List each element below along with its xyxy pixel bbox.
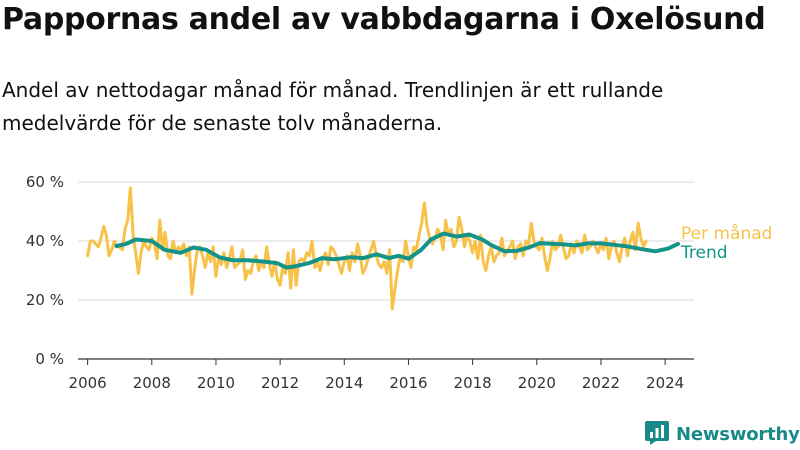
x-tick-label: 2024: [646, 374, 684, 392]
line-chart: 0 % 20 % 40 % 60 % 2006 2008 2010 2012 2014 2016 2…: [0, 0, 800, 450]
series-layer: [88, 188, 678, 309]
x-tick-label: 2022: [582, 374, 620, 392]
x-tick-label: 2014: [325, 374, 363, 392]
y-tick-label: 40 %: [26, 232, 64, 250]
x-tick-label: 2010: [197, 374, 235, 392]
x-tick-label: 2008: [133, 374, 171, 392]
brand-name: Newsworthy: [676, 424, 800, 445]
y-tick-label: 20 %: [26, 291, 64, 309]
newsworthy-logo-icon: [644, 419, 670, 449]
x-tick-label: 2018: [454, 374, 492, 392]
y-tick-label: 60 %: [26, 173, 64, 191]
x-tick-label: 2006: [69, 374, 107, 392]
legend-label-per-manad: Per månad: [681, 223, 772, 244]
series-line-per-manad: [88, 188, 647, 309]
legend-label-trend: Trend: [680, 243, 728, 263]
brand[interactable]: Newsworthy: [644, 421, 800, 447]
x-tick-label: 2016: [389, 374, 427, 392]
series-line-trend: [117, 234, 679, 268]
y-tick-label: 0 %: [35, 350, 64, 368]
x-tick-label: 2012: [261, 374, 299, 392]
x-tick-label: 2020: [518, 374, 556, 392]
